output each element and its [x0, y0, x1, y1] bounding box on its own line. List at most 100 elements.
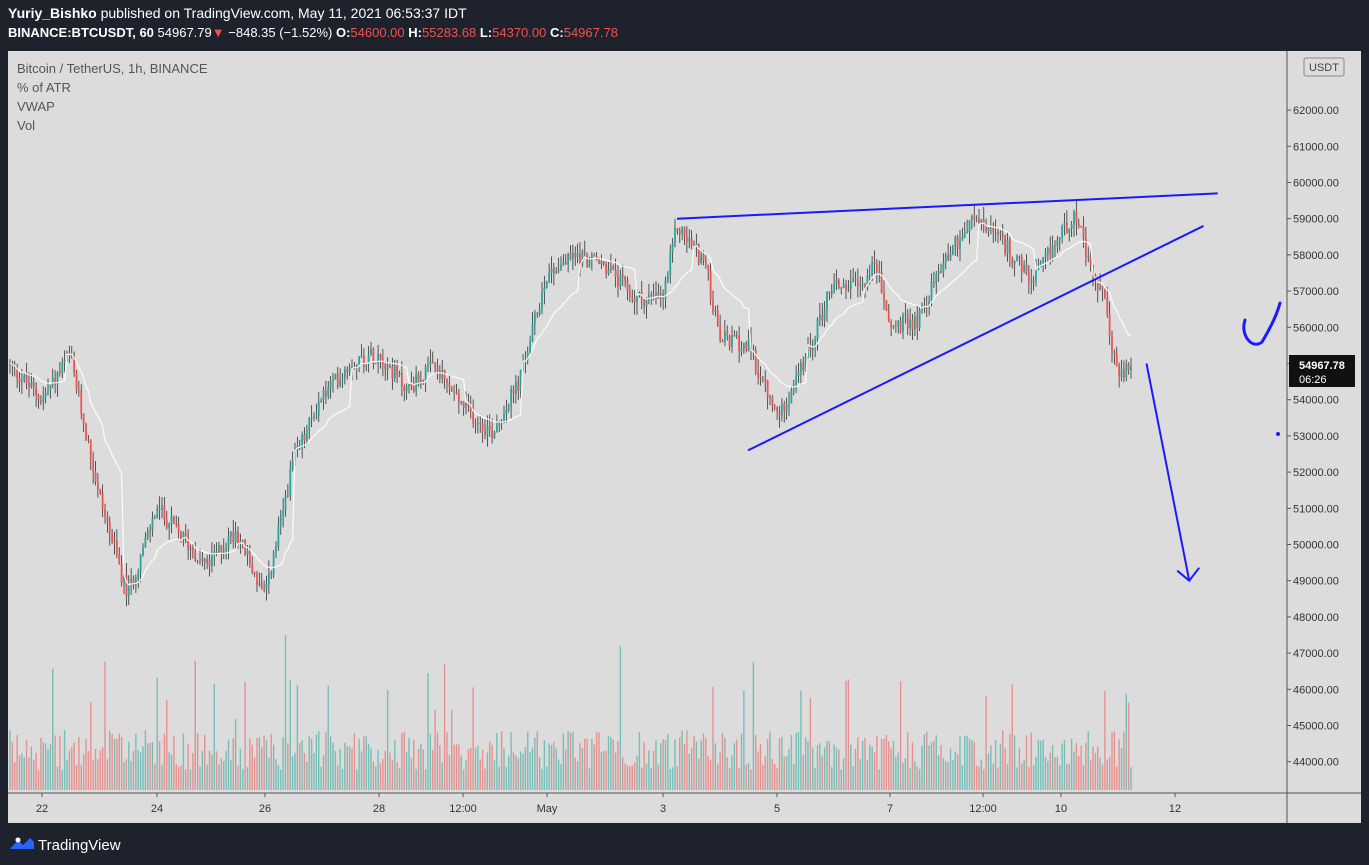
candle-body [897, 320, 900, 326]
candle-body [96, 481, 99, 490]
volume-bar [679, 737, 681, 790]
candle-body [978, 218, 980, 225]
legend-indicator-vol[interactable]: Vol [17, 118, 35, 133]
candle-body [370, 348, 372, 356]
candle-body [184, 532, 187, 538]
tradingview-logo-icon[interactable] [8, 835, 36, 853]
volume-bar [785, 756, 788, 790]
candle-body [650, 294, 653, 296]
arrow-head[interactable] [1176, 567, 1201, 583]
freehand-dot[interactable] [1276, 432, 1280, 436]
volume-bar [869, 744, 871, 790]
volume-bar [1082, 765, 1085, 790]
drawings[interactable] [676, 192, 1282, 583]
volume-bar [484, 768, 486, 790]
volume-bar [1094, 752, 1097, 790]
volume-bar [1089, 760, 1092, 790]
time-tick-label: 28 [373, 803, 385, 815]
time-axis-ticks: 22 24 26 28 12:00 May 3 5 7 12:00 10 12 [36, 793, 1181, 815]
author-name[interactable]: Yuriy_Bishko [8, 5, 97, 21]
candle-body [393, 364, 396, 379]
volume-bar [1042, 739, 1044, 790]
volume-bar [401, 733, 403, 790]
volume-bar [804, 737, 807, 790]
legend-indicator-atr[interactable]: % of ATR [17, 80, 71, 95]
volume-bar [253, 757, 256, 790]
candle-body [892, 326, 895, 328]
volume-bar [831, 767, 833, 790]
candle-body [985, 226, 988, 231]
candle-body [757, 371, 760, 377]
currency-label[interactable]: USDT [1309, 62, 1339, 74]
volume-bar [1002, 730, 1004, 790]
candle-body [1039, 262, 1042, 267]
volume-bar [432, 749, 434, 790]
candle-body [833, 284, 836, 291]
candle-body [417, 373, 420, 386]
candle-body [367, 355, 370, 364]
price-scale[interactable] [1287, 51, 1361, 823]
candle-body [678, 230, 681, 234]
volume-bar [807, 741, 809, 790]
candle-body [301, 434, 304, 449]
volume-bar [660, 743, 662, 790]
volume-bar [118, 733, 120, 790]
volume-bar [479, 759, 481, 790]
candle-body [930, 281, 933, 301]
time-scale[interactable] [8, 793, 1287, 823]
freehand-scribble[interactable] [1242, 301, 1282, 346]
candle-body [158, 508, 161, 510]
volume-bar [424, 769, 427, 790]
legend-title[interactable]: Bitcoin / TetherUS, 1h, BINANCE [17, 61, 208, 76]
chart-area[interactable]: 62000.00 61000.00 60000.00 59000.00 58000.00… [0, 50, 1369, 823]
price-tick-label: 62000.00 [1293, 105, 1339, 117]
volume-bar [389, 752, 391, 790]
volume-bar [113, 738, 116, 790]
volume-bar [360, 751, 363, 790]
plot-background[interactable] [8, 51, 1287, 793]
volume-bar [1111, 732, 1113, 790]
candle-body [111, 533, 114, 542]
candle-body [108, 521, 111, 534]
volume-bar [821, 755, 823, 790]
volume-bar [878, 769, 880, 790]
candle-body [716, 310, 719, 326]
volume-bar [270, 734, 272, 790]
volume-bar [997, 767, 999, 790]
down-arrow-drawing[interactable] [1145, 363, 1191, 581]
volume-bar [994, 739, 997, 790]
candle-body [899, 320, 902, 332]
tradingview-brand[interactable]: TradingView [38, 837, 121, 854]
time-tick-label: 12:00 [449, 803, 477, 815]
legend-indicator-vwap[interactable]: VWAP [17, 99, 55, 114]
volume-bar [655, 740, 657, 790]
candle-body [1001, 232, 1004, 235]
volume-bar [714, 743, 717, 790]
wedge-trendline[interactable] [747, 225, 1204, 452]
volume-bar [403, 731, 405, 790]
candle-body [284, 495, 287, 511]
volume-bar [206, 764, 208, 790]
volume-bar [462, 769, 465, 790]
candle-body [647, 294, 650, 300]
candle-body [151, 518, 154, 531]
volume-bar [320, 766, 322, 790]
candle-body [550, 268, 553, 274]
candle-body [424, 366, 427, 382]
candle-body [1058, 237, 1061, 240]
volume-bar [529, 752, 531, 790]
volume-bar [816, 745, 819, 790]
candle-body [177, 524, 180, 532]
volume-bar [246, 767, 249, 790]
candle-body [1084, 238, 1087, 258]
candle-body [113, 540, 116, 542]
volume-bar [410, 757, 413, 790]
volume-bar [147, 743, 149, 790]
price-chart[interactable]: 62000.00 61000.00 60000.00 59000.00 58000.00… [0, 50, 1369, 823]
volume-bar [11, 741, 14, 790]
candle-body [49, 384, 52, 391]
wedge-trendline[interactable] [676, 192, 1218, 220]
candle-body [588, 259, 591, 268]
volume-bar [334, 751, 337, 790]
volume-bar [422, 749, 424, 790]
